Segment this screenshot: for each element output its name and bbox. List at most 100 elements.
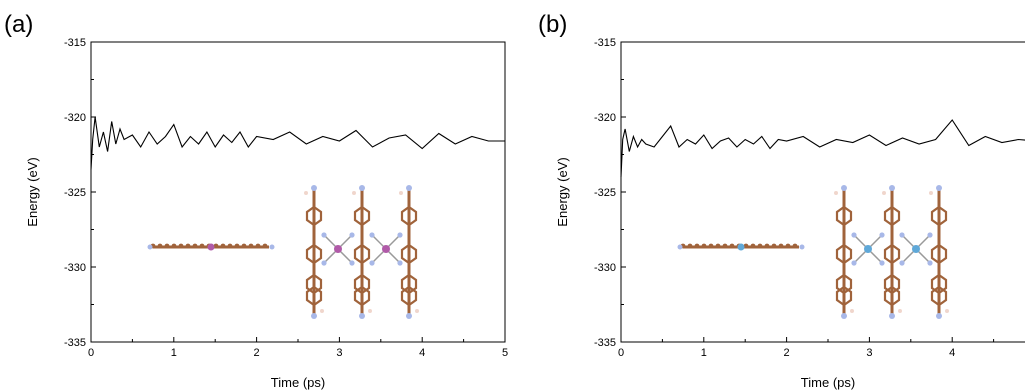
- energy-series-line-a: [90, 116, 505, 170]
- side-view-atom: [771, 243, 777, 249]
- x-axis-title-a: Time (ps): [271, 375, 325, 390]
- top-view-n-atom: [936, 185, 942, 191]
- benzene-ring: [835, 285, 853, 307]
- benzene-ring: [930, 243, 948, 265]
- side-view-atom: [227, 243, 233, 249]
- panel-label-b: (b): [538, 11, 567, 38]
- coordinating-n-atom: [397, 232, 403, 238]
- x-tick-label: 3: [866, 347, 872, 359]
- top-view-n-atom: [311, 185, 317, 191]
- ticks-a: 0 1 2 3 4 5 -315 -320 -325 -330 -335: [64, 37, 508, 359]
- side-view-metal-atom: [207, 243, 215, 251]
- x-tick-label: 2: [784, 347, 790, 359]
- coordinating-n-atom: [927, 260, 933, 266]
- side-view-atom: [164, 243, 170, 249]
- top-view-h-atom: [320, 309, 324, 313]
- top-view-n-atom: [889, 313, 895, 319]
- benzene-ring: [400, 273, 418, 295]
- top-view-h-atom: [882, 191, 886, 195]
- y-tick-label: -315: [594, 37, 616, 49]
- top-view-h-atom: [352, 191, 356, 195]
- benzene-ring: [400, 205, 418, 227]
- coordinating-n-atom: [879, 260, 885, 266]
- benzene-ring: [930, 205, 948, 227]
- side-view-atom: [262, 243, 268, 249]
- side-view-atom: [750, 243, 756, 249]
- benzene-ring: [400, 285, 418, 307]
- x-tick-label: 1: [701, 347, 707, 359]
- coordinating-n-atom: [899, 260, 905, 266]
- coordinating-n-atom: [879, 232, 885, 238]
- side-view-atom: [192, 243, 198, 249]
- side-view-atom: [241, 243, 247, 249]
- top-view-n-atom: [406, 313, 412, 319]
- side-view-atom: [178, 243, 184, 249]
- benzene-ring: [835, 243, 853, 265]
- y-axis-title-b: Energy (eV): [555, 157, 570, 226]
- side-view-atom: [694, 243, 700, 249]
- benzene-ring: [305, 205, 323, 227]
- top-view-h-atom: [898, 309, 902, 313]
- benzene-ring: [835, 273, 853, 295]
- side-view-atom: [778, 243, 784, 249]
- benzene-ring: [353, 205, 371, 227]
- y-tick-label: -335: [594, 337, 616, 349]
- side-view-atom: [687, 243, 693, 249]
- y-tick-label: -320: [64, 112, 86, 124]
- top-view-h-atom: [399, 191, 403, 195]
- chart-panel-a: (a) 0 1 2 3 4 5 -315 -320 -325 -330 -335 Time (ps)…: [4, 11, 508, 390]
- top-view-n-atom: [359, 185, 365, 191]
- top-view-n-atom: [889, 185, 895, 191]
- metal-node-atom: [382, 245, 390, 253]
- x-tick-label: 3: [336, 347, 342, 359]
- side-view-atom: [199, 243, 205, 249]
- coordinating-n-atom: [851, 232, 857, 238]
- side-view-atom: [220, 243, 226, 249]
- side-view-metal-atom: [737, 243, 745, 251]
- benzene-ring: [883, 273, 901, 295]
- coordinating-n-atom: [397, 260, 403, 266]
- side-view-atom: [792, 243, 798, 249]
- top-view-h-atom: [850, 309, 854, 313]
- benzene-ring: [305, 273, 323, 295]
- top-view-h-atom: [834, 191, 838, 195]
- x-tick-label: 1: [171, 347, 177, 359]
- panel-label-a: (a): [4, 11, 33, 38]
- metal-node-atom: [912, 245, 920, 253]
- benzene-ring: [883, 285, 901, 307]
- top-view-n-atom: [311, 313, 317, 319]
- x-tick-label: 4: [419, 347, 425, 359]
- coordinating-n-atom: [321, 232, 327, 238]
- side-view-atom: [743, 243, 749, 249]
- top-view-n-atom: [359, 313, 365, 319]
- x-tick-label: 5: [502, 347, 508, 359]
- y-tick-label: -325: [64, 187, 86, 199]
- structure-inset-b: [677, 185, 949, 319]
- y-axis-title-a: Energy (eV): [25, 157, 40, 226]
- y-tick-label: -335: [64, 337, 86, 349]
- ticks-b: 0 1 2 3 4 -315 -320 -325 -330 -335: [594, 37, 995, 359]
- x-tick-label: 4: [949, 347, 955, 359]
- y-tick-label: -320: [594, 112, 616, 124]
- y-tick-label: -330: [594, 262, 616, 274]
- side-view-atom: [757, 243, 763, 249]
- top-view-n-atom: [841, 185, 847, 191]
- side-view-n-atom: [799, 244, 805, 250]
- side-view-atom: [157, 243, 163, 249]
- side-view-atom: [729, 243, 735, 249]
- side-view-n-atom: [269, 244, 275, 250]
- x-axis-title-b: Time (ps): [801, 375, 855, 390]
- top-view-h-atom: [304, 191, 308, 195]
- side-view-atom: [722, 243, 728, 249]
- coordinating-n-atom: [349, 260, 355, 266]
- benzene-ring: [353, 273, 371, 295]
- side-view-atom: [213, 243, 219, 249]
- benzene-ring: [930, 273, 948, 295]
- side-view-n-atom: [677, 244, 683, 250]
- coordinating-n-atom: [349, 232, 355, 238]
- side-view-atom: [785, 243, 791, 249]
- side-view-atom: [255, 243, 261, 249]
- energy-series-line-b: [620, 119, 1025, 178]
- top-view-h-atom: [929, 191, 933, 195]
- x-tick-label: 0: [88, 347, 94, 359]
